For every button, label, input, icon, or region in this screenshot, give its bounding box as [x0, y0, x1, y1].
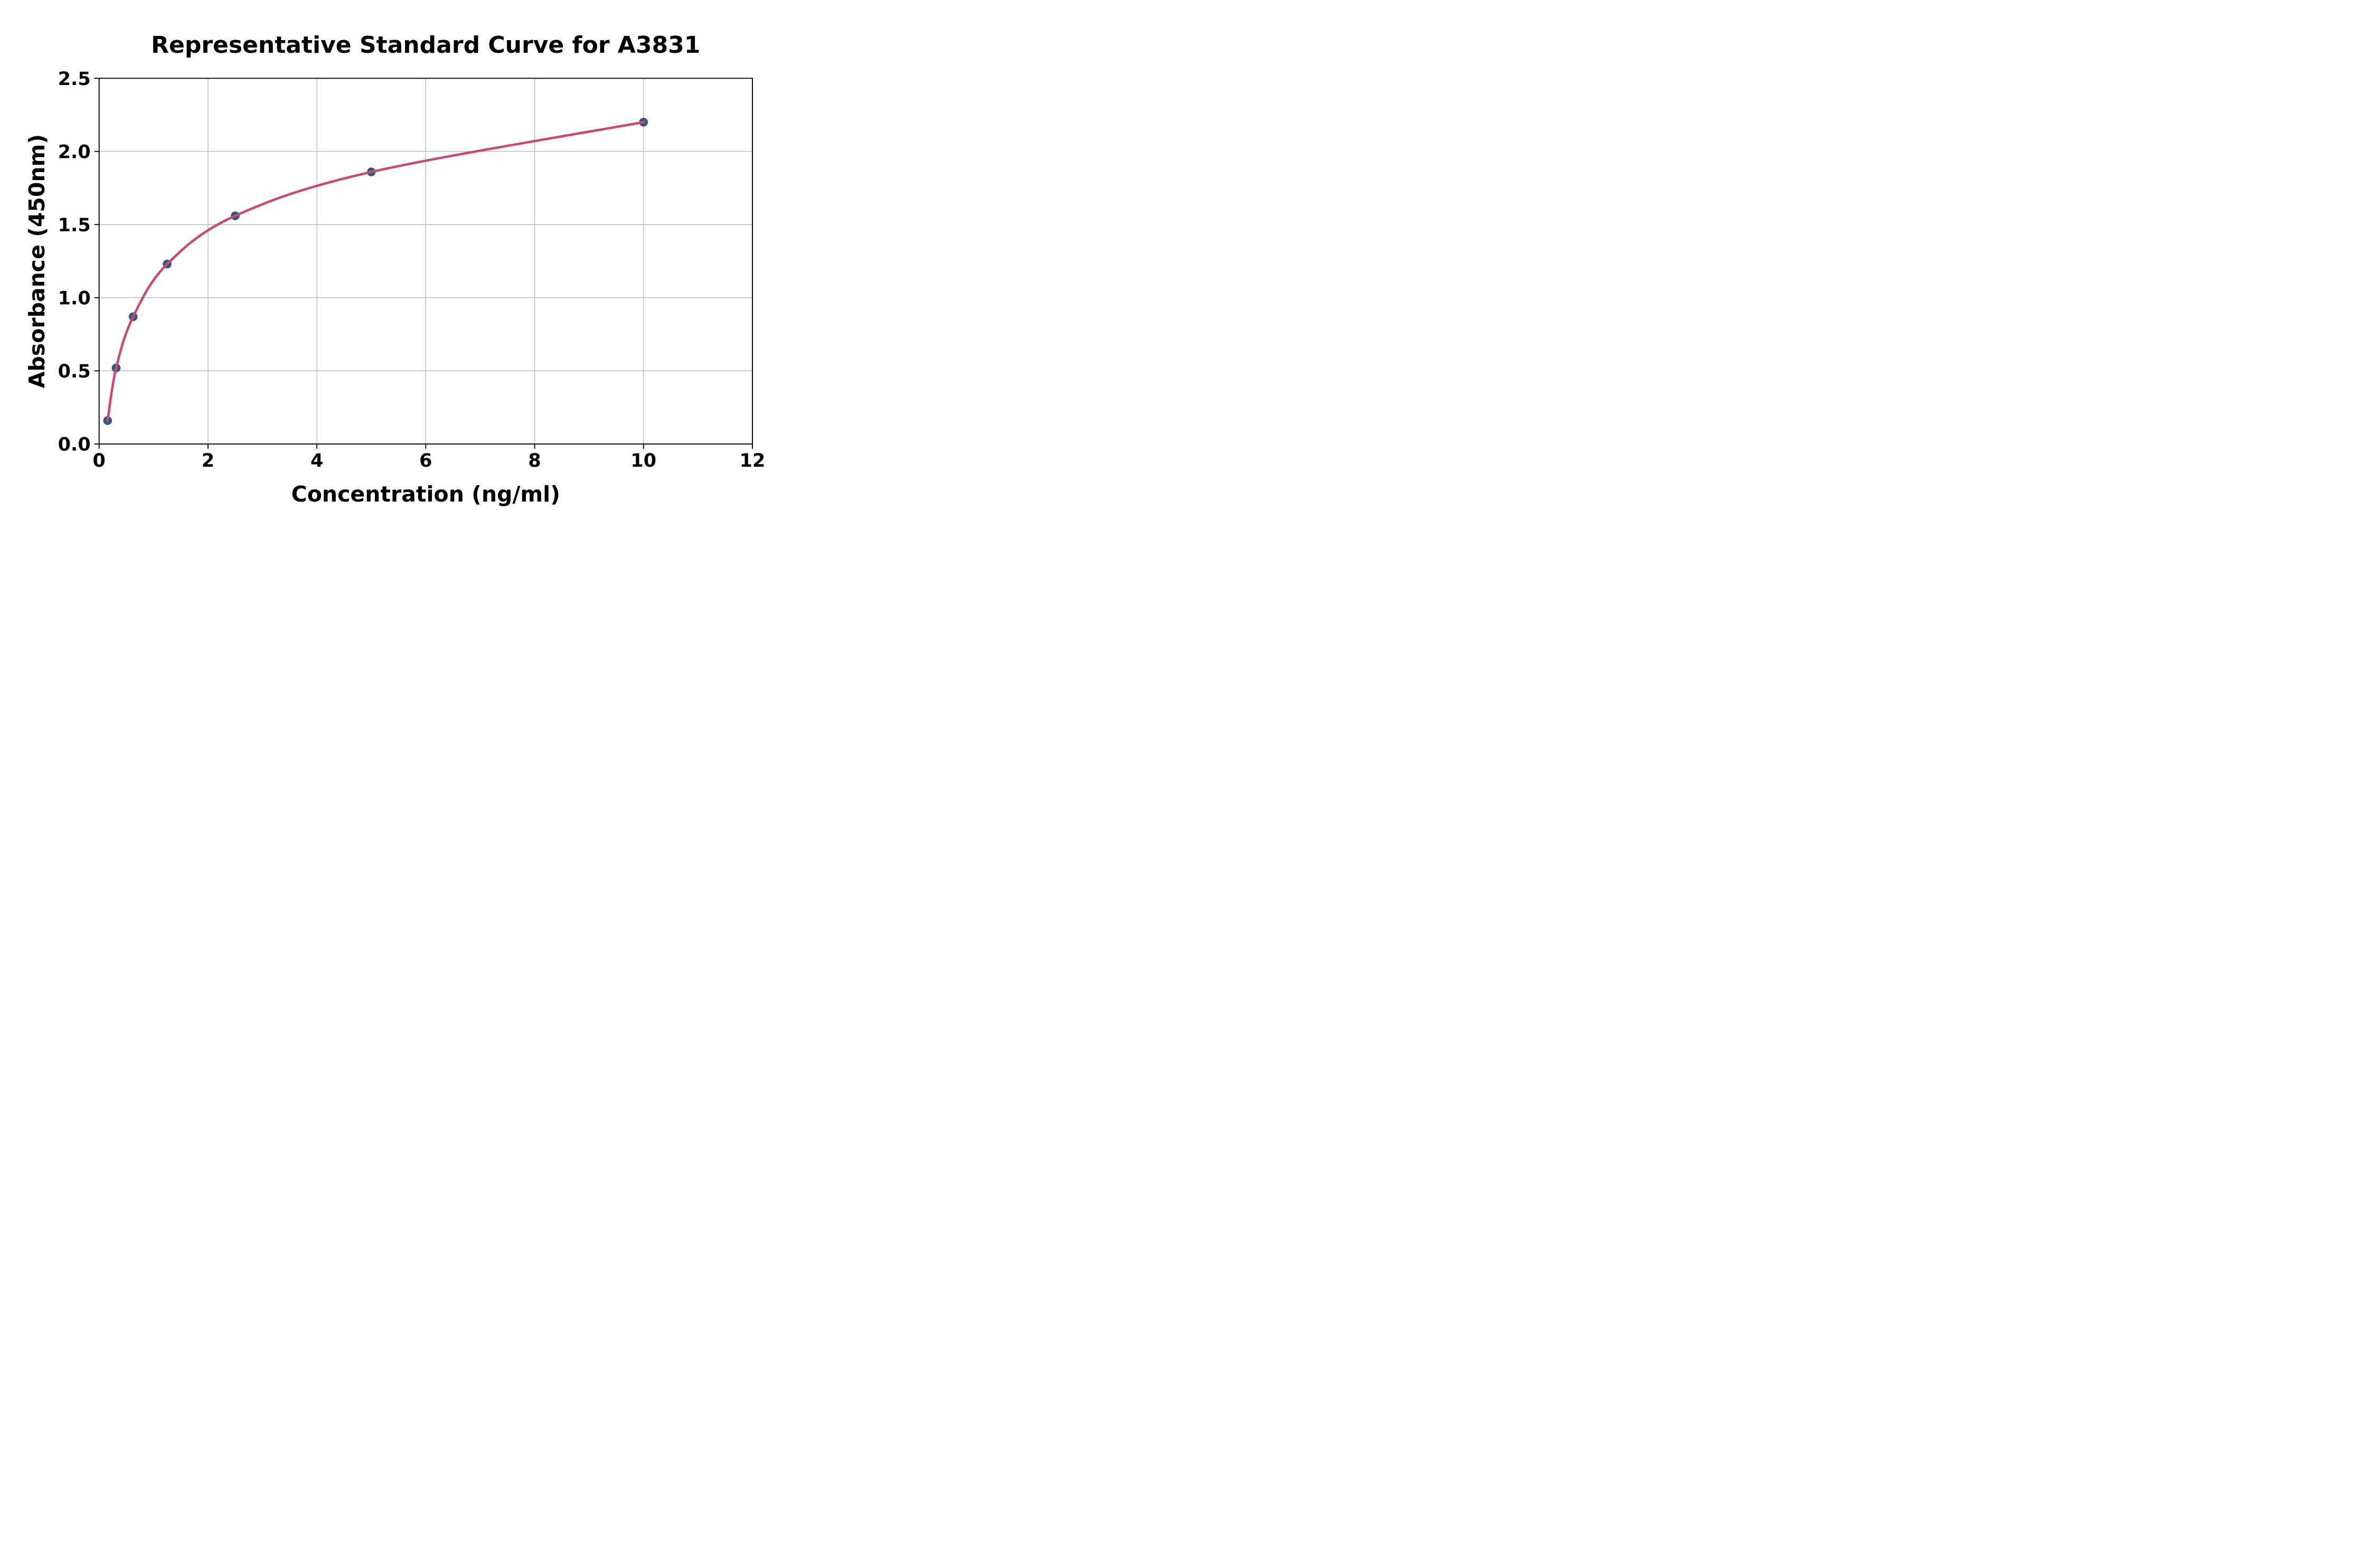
- y-axis-label: Absorbance (450nm): [24, 134, 50, 388]
- data-point-markers: [103, 118, 648, 425]
- x-tick-label: 6: [419, 450, 432, 471]
- tick-labels: 0 2 4 6 8 10 12 0.0 0.5 1.0 1.5 2.0 2.5: [58, 69, 766, 471]
- y-tick-label: 0.5: [58, 361, 91, 382]
- standard-curve-chart: 0 2 4 6 8 10 12 0.0 0.5 1.0 1.5 2.0 2.5 Representati…: [0, 0, 792, 523]
- plot-border: [98, 78, 753, 445]
- fit-curve-line: [106, 121, 645, 422]
- y-tick-label: 2.0: [58, 141, 91, 163]
- chart-title: Representative Standard Curve for A3831: [151, 32, 700, 59]
- y-tick-label: 1.5: [58, 215, 91, 236]
- x-tick-label: 12: [740, 450, 766, 471]
- gridlines: [99, 78, 752, 444]
- y-tick-label: 2.5: [58, 69, 91, 90]
- axis-ticks: [94, 78, 753, 449]
- x-tick-label: 4: [310, 450, 323, 471]
- x-tick-label: 10: [630, 450, 656, 471]
- plot-svg: 0 2 4 6 8 10 12 0.0 0.5 1.0 1.5 2.0 2.5 Representati…: [24, 32, 766, 507]
- y-tick-label: 1.0: [58, 288, 91, 309]
- x-axis-label: Concentration (ng/ml): [291, 481, 560, 507]
- x-tick-label: 0: [93, 450, 106, 471]
- y-tick-label: 0.0: [58, 434, 91, 456]
- x-tick-label: 8: [528, 450, 541, 471]
- x-tick-label: 2: [202, 450, 214, 471]
